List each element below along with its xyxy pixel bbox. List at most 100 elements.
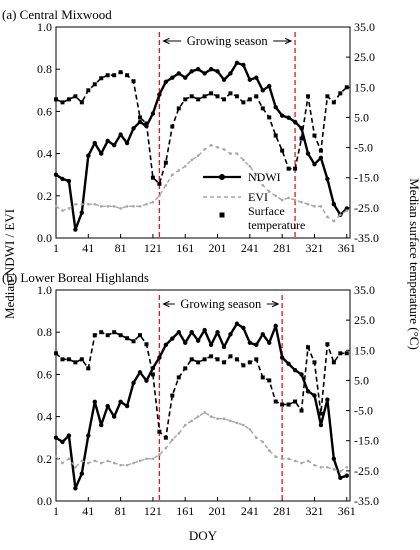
data-point-evi bbox=[255, 436, 258, 440]
data-point-ndwi bbox=[118, 399, 123, 405]
data-point-ndwi bbox=[215, 330, 220, 335]
data-point-surface-temperature bbox=[176, 375, 181, 380]
y-left-tick-label: 0.8 bbox=[37, 62, 52, 76]
data-point-evi bbox=[125, 463, 129, 467]
data-point-ndwi bbox=[53, 435, 59, 440]
panel-b: (b) Lower Boreal Highlands 0.00.20.40.60… bbox=[2, 270, 379, 518]
data-point-surface-temperature bbox=[280, 148, 285, 153]
data-point-ndwi bbox=[144, 378, 149, 383]
data-point-surface-temperature bbox=[222, 360, 226, 365]
data-point-ndwi bbox=[267, 83, 272, 89]
data-point-evi bbox=[203, 411, 206, 414]
data-point-surface-temperature bbox=[183, 97, 188, 102]
data-point-evi bbox=[313, 205, 316, 208]
data-point-ndwi bbox=[176, 330, 181, 335]
y-right-tick-label: 35.0 bbox=[354, 283, 375, 297]
data-point-ndwi bbox=[325, 176, 330, 182]
data-point-ndwi bbox=[163, 79, 169, 85]
legend-lst-label-line2: temperature bbox=[248, 218, 305, 232]
data-point-evi bbox=[151, 200, 155, 204]
data-point-ndwi bbox=[254, 75, 259, 80]
data-point-ndwi bbox=[195, 338, 201, 343]
data-point-evi bbox=[177, 432, 181, 435]
data-point-evi bbox=[74, 465, 77, 469]
data-point-ndwi bbox=[150, 111, 156, 116]
data-point-surface-temperature bbox=[79, 357, 84, 362]
data-point-surface-temperature bbox=[176, 106, 181, 111]
y-left-tick-label: 0.2 bbox=[37, 452, 52, 466]
data-point-surface-temperature bbox=[273, 133, 278, 138]
data-point-surface-temperature bbox=[112, 330, 117, 335]
data-point-evi bbox=[326, 465, 329, 469]
data-point-ndwi bbox=[344, 473, 349, 478]
x-tick-label: 41 bbox=[82, 241, 94, 255]
data-point-evi bbox=[261, 183, 265, 187]
data-point-ndwi bbox=[86, 153, 91, 158]
data-point-surface-temperature bbox=[202, 94, 207, 99]
data-point-surface-temperature bbox=[215, 94, 220, 99]
data-point-surface-temperature bbox=[157, 181, 162, 186]
data-point-surface-temperature bbox=[228, 354, 233, 359]
series-line-surface-temperature bbox=[55, 331, 347, 440]
data-point-evi bbox=[319, 205, 323, 208]
data-point-evi bbox=[177, 169, 181, 172]
y-right-tick-label: -25.0 bbox=[354, 201, 379, 215]
data-point-ndwi bbox=[221, 344, 227, 350]
data-point-ndwi bbox=[292, 119, 298, 125]
data-point-ndwi bbox=[312, 161, 317, 167]
data-point-evi bbox=[106, 205, 109, 208]
data-point-evi bbox=[235, 421, 239, 425]
data-point-ndwi bbox=[241, 62, 246, 68]
data-point-evi bbox=[261, 440, 265, 444]
y-right-tick-label: -15.0 bbox=[354, 434, 379, 448]
data-point-ndwi bbox=[66, 433, 72, 438]
data-point-surface-temperature bbox=[196, 360, 201, 365]
data-point-ndwi bbox=[286, 361, 291, 367]
series-line-ndwi bbox=[55, 322, 348, 490]
data-point-surface-temperature bbox=[163, 160, 168, 165]
data-point-ndwi bbox=[195, 67, 201, 72]
data-point-ndwi bbox=[202, 71, 207, 76]
data-point-evi bbox=[67, 457, 71, 461]
data-point-evi bbox=[183, 164, 187, 168]
legend-ndwi: NDWI bbox=[203, 170, 281, 184]
data-point-ndwi bbox=[124, 140, 130, 146]
data-point-evi bbox=[99, 205, 103, 208]
data-point-evi bbox=[222, 417, 226, 421]
data-point-evi bbox=[61, 209, 64, 212]
data-point-ndwi bbox=[60, 439, 65, 445]
y-axis-left-title: Median NDWI / EVI bbox=[2, 209, 17, 319]
data-point-evi bbox=[319, 465, 323, 469]
data-point-evi bbox=[255, 173, 258, 176]
data-point-ndwi bbox=[73, 227, 78, 232]
data-point-ndwi bbox=[92, 140, 97, 146]
data-point-surface-temperature bbox=[318, 411, 323, 416]
x-tick-label: 361 bbox=[338, 504, 356, 518]
data-point-surface-temperature bbox=[60, 357, 65, 362]
data-point-surface-temperature bbox=[234, 94, 239, 99]
x-tick-label: 241 bbox=[241, 241, 259, 255]
y-right-tick-label: 15.0 bbox=[354, 80, 375, 94]
y-axis-right-title: Median surface temperature (°C) bbox=[407, 178, 420, 350]
y-left-tick-label: 0.4 bbox=[37, 410, 52, 424]
y-left-tick-label: 1.0 bbox=[37, 283, 52, 297]
x-tick-label: 81 bbox=[115, 504, 127, 518]
y-left-tick-label: 0.2 bbox=[37, 189, 52, 203]
x-tick-label: 201 bbox=[209, 241, 227, 255]
data-point-evi bbox=[293, 198, 297, 202]
data-point-surface-temperature bbox=[209, 91, 214, 96]
data-point-surface-temperature bbox=[267, 378, 272, 383]
data-point-evi bbox=[145, 202, 148, 206]
data-point-ndwi bbox=[118, 132, 123, 137]
legend-lst-marker bbox=[219, 212, 225, 218]
panel-b-title: (b) Lower Boreal Highlands bbox=[2, 270, 149, 285]
data-point-surface-temperature bbox=[150, 372, 155, 377]
data-point-surface-temperature bbox=[170, 393, 175, 398]
data-point-evi bbox=[196, 415, 200, 418]
data-point-evi bbox=[209, 143, 213, 147]
y-right-tick-label: -5.0 bbox=[354, 141, 373, 155]
data-point-ndwi bbox=[228, 71, 233, 76]
x-tick-label: 361 bbox=[338, 241, 356, 255]
data-point-surface-temperature bbox=[286, 166, 291, 171]
